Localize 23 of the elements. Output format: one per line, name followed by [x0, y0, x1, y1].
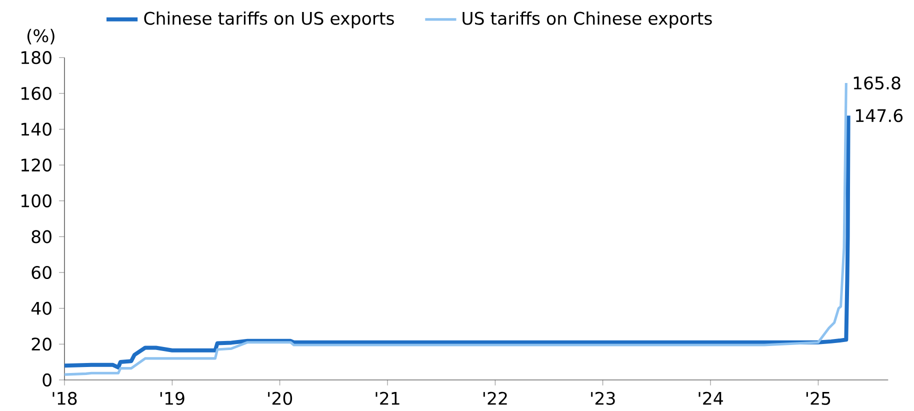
- annotation: 165.8: [854, 76, 900, 90]
- annotation: 147.6: [856, 109, 903, 122]
- y-tick-label: 80: [32, 230, 52, 244]
- x-tick-label: '24: [698, 392, 723, 405]
- y-axis-title: (%): [27, 28, 54, 44]
- x-tick-label: '25: [806, 392, 830, 405]
- y-tick-label: 20: [32, 338, 52, 351]
- legend-label: Chinese tariffs on US exports: [144, 11, 394, 28]
- y-tick-label: 160: [21, 86, 52, 100]
- x-tick-label: '18: [52, 392, 77, 405]
- x-tick-label: '19: [160, 392, 184, 405]
- x-tick-label: '23: [591, 392, 615, 405]
- y-tick-label: 120: [21, 158, 52, 172]
- y-tick-label: 100: [21, 194, 52, 208]
- x-tick-label: '21: [376, 392, 400, 405]
- y-tick-label: 60: [32, 266, 52, 280]
- y-tick-label: 180: [21, 51, 52, 64]
- x-tick-label: '20: [268, 392, 292, 405]
- y-tick-label: 40: [31, 302, 52, 315]
- y-tick-label: 140: [21, 122, 52, 136]
- legend-label: US tariffs on Chinese exports: [462, 11, 712, 28]
- y-tick-label: 0: [42, 373, 52, 386]
- x-tick-label: '22: [483, 392, 507, 405]
